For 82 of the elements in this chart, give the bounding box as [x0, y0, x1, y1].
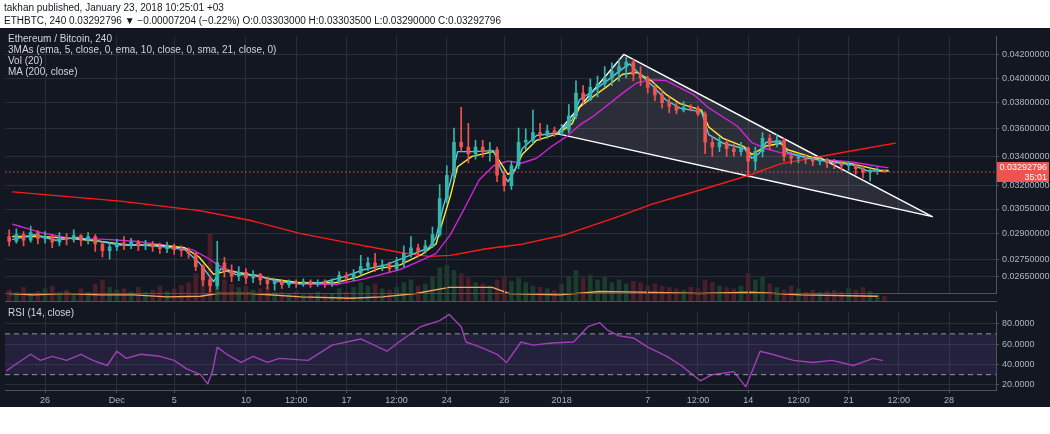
x-tick-label: 5	[171, 394, 177, 405]
bar	[179, 285, 184, 301]
x-tick-label: 12:00	[887, 394, 911, 405]
bar	[430, 276, 435, 301]
bar	[595, 279, 600, 301]
bar	[480, 283, 486, 301]
bar	[193, 273, 199, 301]
bar	[229, 283, 234, 301]
chart-title: RSI (14, close)	[8, 307, 75, 318]
x-tick-label: 12:00	[787, 394, 810, 405]
annotation: Vol (20)	[8, 55, 43, 66]
y-tick-label: 60.0000	[1002, 338, 1035, 349]
bar	[674, 288, 679, 301]
bar	[186, 282, 191, 301]
bar	[544, 288, 550, 301]
x-tick-label: 26	[40, 394, 51, 405]
y-tick-label: 80.0000	[1002, 318, 1035, 329]
bar	[731, 288, 737, 301]
x-tick-label: 12:00	[686, 394, 710, 405]
chart-title: takhan published, January 23, 2018 10:25:01 +03	[4, 2, 224, 14]
y-tick-label: 0.03050000	[1002, 203, 1050, 214]
bar	[588, 274, 593, 301]
y-tick-label: 0.03800000	[1002, 97, 1050, 108]
bar	[717, 285, 722, 301]
bar	[64, 289, 69, 301]
bar	[422, 283, 428, 301]
bar	[523, 282, 529, 301]
x-tick-label: Dec	[108, 394, 126, 405]
chart-subtitle: ETHBTC, 240 0.03292796 ▼ −0.00007204 (−0.22%) O:0.03303000 H:0.03303500 L:0.03290000 C:0.03292796	[4, 15, 501, 27]
bar	[566, 276, 572, 301]
bar	[882, 295, 887, 301]
bar	[753, 279, 758, 301]
bar	[21, 287, 26, 301]
y-tick-label: 0.02750000	[1002, 253, 1050, 264]
bar	[92, 283, 98, 301]
bar	[709, 282, 715, 301]
annotation: MA (200, close)	[8, 66, 78, 77]
bar	[6, 289, 12, 301]
x-tick-label: 21	[843, 394, 854, 405]
x-tick-label: 28	[499, 394, 510, 405]
bar	[666, 287, 672, 301]
bar	[437, 267, 442, 301]
bar	[767, 283, 773, 301]
y-tick-label: 0.04200000	[1002, 48, 1050, 59]
bar	[760, 276, 765, 301]
x-tick-label: 28	[944, 394, 955, 405]
y-tick-label: 0.03400000	[1002, 151, 1050, 162]
y-tick-label: 0.02900000	[1002, 227, 1050, 238]
bar	[516, 277, 521, 301]
x-tick-label: 17	[341, 394, 352, 405]
x-tick-label: 7	[645, 394, 651, 405]
bar	[466, 277, 471, 301]
bar	[724, 287, 729, 301]
bar	[688, 287, 694, 301]
bar	[401, 282, 407, 301]
annotation: Ethereum / Bitcoin, 240	[8, 33, 112, 44]
annotation: 3MAs (ema, 5, close, 0, ema, 10, close, 0, sma, 21, close, 0)	[8, 44, 277, 55]
bar	[602, 276, 608, 301]
y-tick-label: 0.03200000	[1002, 180, 1050, 191]
bar	[509, 280, 514, 301]
bar	[100, 279, 105, 301]
y-tick-label: 20.0000	[1002, 379, 1035, 390]
ref-line-label: 0.03292796 35:01	[997, 162, 1049, 182]
x-tick-label: 12:00	[385, 394, 408, 405]
y-tick-label: 0.04000000	[1002, 72, 1050, 83]
y-tick-label: 0.03600000	[1002, 123, 1050, 134]
y-tick-label: 0.02650000	[1002, 271, 1050, 282]
bar	[236, 287, 242, 301]
bar	[257, 288, 263, 301]
bar	[458, 273, 464, 301]
y-tick-label: 40.0000	[1002, 358, 1035, 369]
x-tick-label: 14	[743, 394, 754, 405]
x-tick-label: 24	[441, 394, 452, 405]
bar	[631, 280, 636, 301]
x-tick-label: 10	[240, 394, 251, 405]
x-tick-label: 2018	[551, 394, 572, 405]
x-tick-label: 12:00	[284, 394, 308, 405]
bar	[49, 285, 55, 301]
bar	[473, 282, 478, 301]
bar	[788, 285, 794, 301]
bar	[358, 282, 364, 301]
bar	[222, 279, 227, 301]
